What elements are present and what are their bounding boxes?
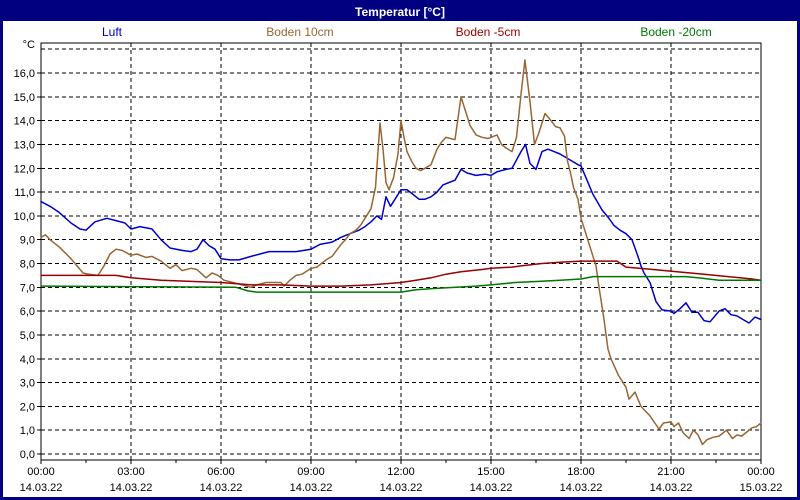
x-tick-label-time: 18:00 (567, 466, 595, 478)
x-tick-label-date: 14.03.22 (560, 482, 603, 494)
page-title: Temperatur [°C] (355, 5, 445, 19)
series-line-boden-20cm (40, 275, 762, 293)
y-tick-label: 3,0 (20, 378, 35, 390)
y-tick-label: 9,0 (20, 235, 35, 247)
series-line-luft (40, 143, 762, 324)
x-tick-label-time: 09:00 (297, 466, 325, 478)
y-axis-unit: °C (23, 39, 35, 51)
y-tick-label: 16,0 (14, 68, 35, 80)
x-tick-label-date: 14.03.22 (470, 482, 513, 494)
title-bar: Temperatur [°C] (3, 3, 797, 21)
y-tick-label: 13,0 (14, 139, 35, 151)
y-tick-label: 1,0 (20, 425, 35, 437)
y-tick-label: 14,0 (14, 116, 35, 128)
x-tick-label-date: 14.03.22 (110, 482, 153, 494)
x-tick-label-time: 12:00 (387, 466, 415, 478)
x-tick-label-time: 21:00 (657, 466, 685, 478)
x-tick-label-time: 00:00 (27, 466, 55, 478)
x-tick-label-time: 03:00 (117, 466, 145, 478)
legend-item-boden-10cm: Boden 10cm (266, 25, 334, 39)
legend-item-luft: Luft (101, 25, 122, 39)
y-tick-label: 2,0 (20, 401, 35, 413)
x-tick-label-time: 00:00 (747, 466, 775, 478)
legend-item-boden-minus20cm: Boden -20cm (640, 25, 712, 39)
x-tick-label-date: 14.03.22 (650, 482, 693, 494)
x-tick-label-time: 15:00 (477, 466, 505, 478)
legend: Luft Boden 10cm Boden -5cm Boden -20cm (18, 24, 770, 40)
x-tick-label-date: 14.03.22 (20, 482, 63, 494)
y-tick-label: 11,0 (14, 187, 35, 199)
x-tick-label-date: 14.03.22 (290, 482, 333, 494)
series-line-boden-10cm (40, 59, 762, 446)
y-tick-label: 12,0 (14, 163, 35, 175)
y-tick-label: 8,0 (20, 259, 35, 271)
y-tick-label: 15,0 (14, 92, 35, 104)
x-tick-label-date: 14.03.22 (380, 482, 423, 494)
y-tick-label: 5,0 (20, 330, 35, 342)
y-tick-label: 4,0 (20, 354, 35, 366)
x-tick-label-date: 14.03.22 (200, 482, 243, 494)
legend-item-boden-minus5cm: Boden -5cm (455, 25, 521, 39)
y-tick-label: 7,0 (20, 282, 35, 294)
x-tick-label-time: 06:00 (207, 466, 235, 478)
series-line-boden-5cm (40, 260, 762, 287)
y-tick-label: 0,0 (20, 449, 35, 461)
x-tick-label-date: 15.03.22 (740, 482, 783, 494)
y-tick-label: 10,0 (14, 211, 35, 223)
y-tick-label: 6,0 (20, 306, 35, 318)
